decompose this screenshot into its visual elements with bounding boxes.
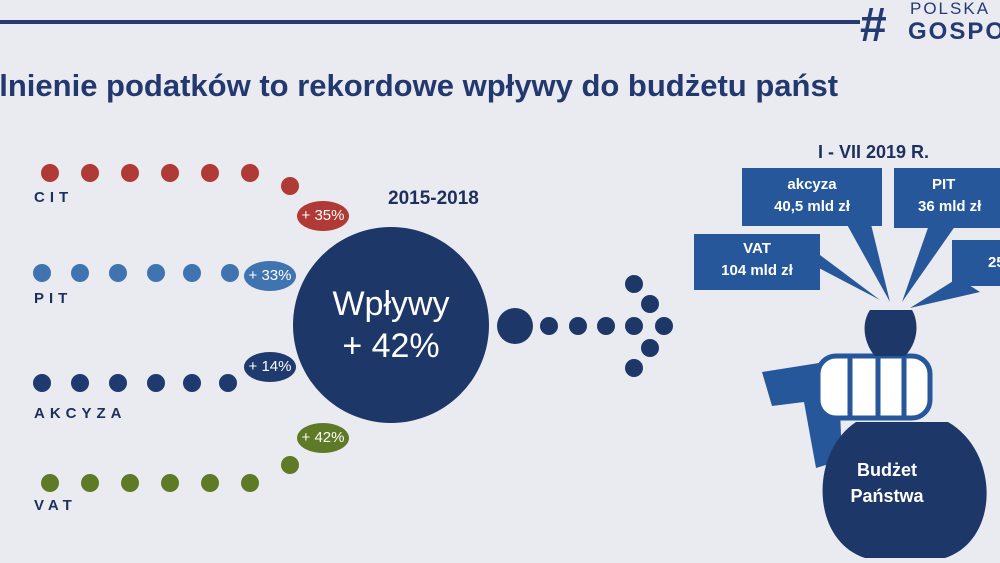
arrow-dot: [625, 317, 643, 335]
pit-callout-name: PIT: [932, 176, 956, 193]
vat-trail-dot: [281, 456, 299, 474]
brand-line-2: GOSPO: [908, 18, 1000, 45]
tax-label-pit: PIT: [34, 290, 73, 307]
akcyza-trail-dot: [71, 374, 89, 392]
vat-trail-dot: [201, 474, 219, 492]
akcyza-trail-dot: [33, 374, 51, 392]
partial-callout: 25: [952, 240, 1000, 286]
vat-trail-dot: [81, 474, 99, 492]
period-label-right: I - VII 2019 R.: [818, 142, 930, 162]
akcyza-trail-dot: [183, 374, 201, 392]
cit-trail-dot: [241, 164, 259, 182]
bag-label-line-1: Budżet: [857, 460, 917, 480]
total-revenue-change: + 42%: [342, 327, 440, 365]
cit-trail-dot: [41, 164, 59, 182]
header-rule: [0, 20, 860, 24]
arrow-dot: [540, 317, 558, 335]
total-revenue-title: Wpływy: [332, 285, 450, 323]
pit-trail-dot: [147, 264, 165, 282]
vat-callout: VAT 104 mld zł: [694, 234, 820, 290]
arrow-dot: [569, 317, 587, 335]
vat-trail-dot: [121, 474, 139, 492]
headline: elnienie podatków to rekordowe wpływy do…: [0, 68, 839, 103]
bag-label-line-2: Państwa: [850, 486, 924, 506]
arrow-dot: [625, 275, 643, 293]
pit-trail-dot: [71, 264, 89, 282]
tax-label-vat: VAT: [34, 497, 77, 514]
arrow-dot: [655, 317, 673, 335]
bag-body: [822, 422, 987, 558]
vat-trail-dot: [161, 474, 179, 492]
arrow-dot: [597, 317, 615, 335]
brand-line-1: POLSKA: [910, 0, 991, 18]
cit-trail-dot: [81, 164, 99, 182]
akcyza-trail-dot: [147, 374, 165, 392]
total-revenue-circle: Wpływy + 42%: [293, 227, 489, 423]
arrow-dot: [641, 339, 659, 357]
pit-change-badge: + 33%: [244, 261, 296, 291]
partial-callout-value: 25: [988, 254, 1000, 271]
tax-label-akcyza: AKCYZA: [34, 405, 127, 422]
cit-change-badge: + 35%: [297, 201, 349, 231]
akcyza-callout-pointer: [840, 212, 890, 302]
vat-change-badge: + 42%: [297, 423, 349, 453]
pit-trail-dot: [183, 264, 201, 282]
bag-neck: [864, 310, 917, 356]
period-label-left: 2015-2018: [388, 188, 479, 209]
vat-callout-name: VAT: [743, 240, 771, 257]
pit-callout: PIT 36 mld zł: [894, 168, 1000, 228]
tax-label-cit: CIT: [34, 189, 74, 206]
akcyza-change-badge: + 14%: [244, 352, 296, 382]
arrow-dot: [497, 308, 533, 344]
akcyza-callout: akcyza 40,5 mld zł: [742, 168, 882, 226]
pit-callout-pointer: [902, 222, 958, 302]
pit-trail-dot: [109, 264, 127, 282]
akcyza-callout-value: 40,5 mld zł: [774, 198, 850, 215]
cit-trail-dot: [161, 164, 179, 182]
arrow-dot: [641, 295, 659, 313]
cit-trail-dot: [121, 164, 139, 182]
akcyza-trail-dot: [219, 374, 237, 392]
hashtag-logo-icon: #: [860, 0, 887, 52]
cit-trail-dot: [201, 164, 219, 182]
pit-trail-dot: [221, 264, 239, 282]
cit-trail-dot: [281, 177, 299, 195]
pit-trail-dot: [33, 264, 51, 282]
budget-bag-illustration: [762, 212, 987, 558]
akcyza-trail-dot: [109, 374, 127, 392]
vat-trail-dot: [241, 474, 259, 492]
fist-shape: [815, 353, 933, 421]
vat-callout-value: 104 mld zł: [721, 262, 793, 279]
akcyza-callout-name: akcyza: [787, 176, 837, 193]
vat-trail-dot: [41, 474, 59, 492]
pit-callout-value: 36 mld zł: [918, 198, 982, 215]
arrow-dot: [625, 359, 643, 377]
